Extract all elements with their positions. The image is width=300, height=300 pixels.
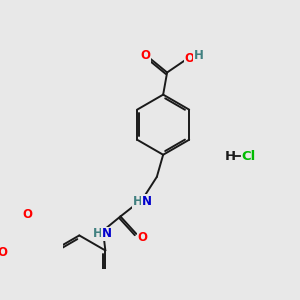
Text: O: O: [184, 52, 194, 65]
Text: N: N: [102, 227, 112, 240]
Text: O: O: [0, 245, 8, 259]
Text: H: H: [225, 150, 236, 163]
Text: H: H: [93, 227, 103, 240]
Text: O: O: [140, 50, 150, 62]
Text: O: O: [22, 208, 32, 221]
Text: N: N: [142, 195, 152, 208]
Text: H: H: [194, 49, 204, 62]
Text: H: H: [133, 195, 143, 208]
Text: O: O: [138, 231, 148, 244]
Text: Cl: Cl: [242, 150, 256, 163]
